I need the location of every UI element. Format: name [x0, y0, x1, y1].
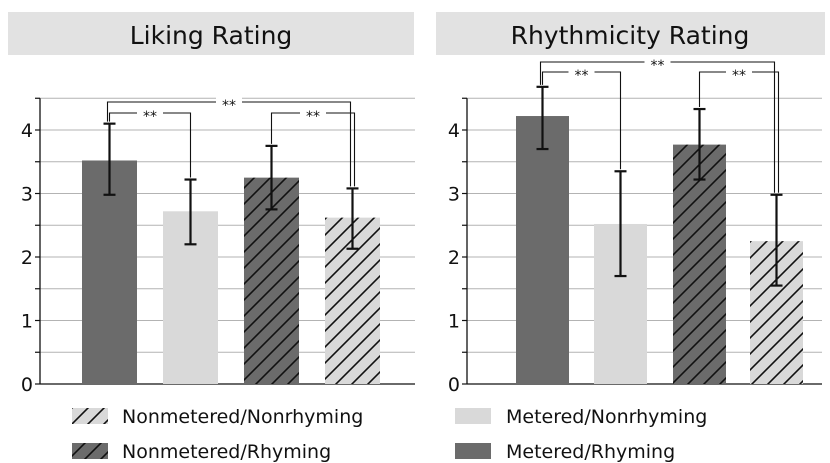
legend: Nonmetered/Nonrhyming Metered/Nonrhyming… — [72, 406, 707, 463]
legend-label: Nonmetered/Rhyming — [122, 441, 331, 463]
title-band-rhythmicity — [436, 12, 825, 55]
error-bar — [265, 144, 278, 211]
error-bars-rhythmicity — [536, 85, 783, 287]
error-bar — [346, 187, 359, 250]
y-tick-label: 4 — [448, 120, 460, 142]
y-tick-label: 4 — [21, 120, 33, 142]
error-bars-liking — [103, 122, 359, 250]
error-bar — [536, 85, 549, 151]
error-bar — [184, 178, 197, 246]
bars-rhythmicity — [516, 116, 803, 384]
significance-bracket: ** — [108, 106, 192, 178]
legend-item-metered-nonrhyming: Metered/Nonrhyming — [455, 406, 707, 428]
chart-title-liking: Liking Rating — [130, 21, 293, 50]
legend-item-nonmetered-rhyming: Nonmetered/Rhyming — [72, 441, 331, 463]
legend-item-nonmetered-nonrhyming: Nonmetered/Nonrhyming — [72, 406, 363, 428]
y-tick-label: 1 — [21, 311, 33, 333]
y-tick-label: 2 — [448, 247, 460, 269]
significance-liking: ** ** ** — [106, 95, 356, 187]
bar-metered-rhyming — [82, 160, 137, 384]
significance-bracket: ** — [698, 65, 780, 193]
legend-swatch-dark-hatched — [72, 443, 108, 459]
significance-bracket: ** — [539, 55, 776, 193]
significance-label: ** — [651, 58, 665, 74]
panel-liking: Liking Rating 0 1 2 3 4 ** ** ** — [8, 12, 415, 396]
legend-swatch-dark-solid — [455, 443, 491, 459]
significance-rhythmicity: ** ** ** — [539, 55, 780, 193]
significance-label: ** — [222, 98, 236, 114]
significance-label: ** — [306, 109, 320, 125]
title-band-liking — [8, 12, 414, 55]
bar-metered-rhyming — [516, 116, 569, 384]
y-tick-label: 3 — [448, 184, 460, 206]
error-bar — [614, 170, 627, 278]
legend-label: Nonmetered/Nonrhyming — [122, 406, 363, 428]
error-bar — [693, 107, 706, 181]
chart-title-rhythmicity: Rhythmicity Rating — [511, 21, 750, 50]
significance-bracket: ** — [270, 106, 356, 187]
significance-bracket: ** — [541, 65, 622, 170]
y-axis-rhythmicity: 0 1 2 3 4 — [448, 97, 822, 396]
y-tick-label: 2 — [21, 247, 33, 269]
significance-label: ** — [732, 68, 746, 84]
error-bar — [770, 193, 783, 287]
y-tick-label: 1 — [448, 311, 460, 333]
legend-swatch-light-solid — [455, 408, 491, 424]
legend-item-metered-rhyming: Metered/Rhyming — [455, 441, 675, 463]
bar-nonmetered-rhyming — [673, 144, 726, 384]
panel-rhythmicity: Rhythmicity Rating 0 1 2 3 4 ** ** ** — [436, 12, 825, 396]
y-tick-label: 0 — [448, 374, 460, 396]
legend-label: Metered/Rhyming — [506, 441, 675, 463]
bar-nonmetered-rhyming — [244, 177, 299, 384]
significance-label: ** — [575, 68, 589, 84]
bars-liking — [82, 160, 380, 384]
significance-bracket: ** — [106, 95, 352, 187]
error-bar — [103, 122, 116, 196]
significance-label: ** — [143, 109, 157, 125]
legend-swatch-light-hatched — [72, 408, 108, 424]
y-tick-label: 3 — [21, 184, 33, 206]
y-tick-label: 0 — [21, 374, 33, 396]
legend-label: Metered/Nonrhyming — [506, 406, 707, 428]
